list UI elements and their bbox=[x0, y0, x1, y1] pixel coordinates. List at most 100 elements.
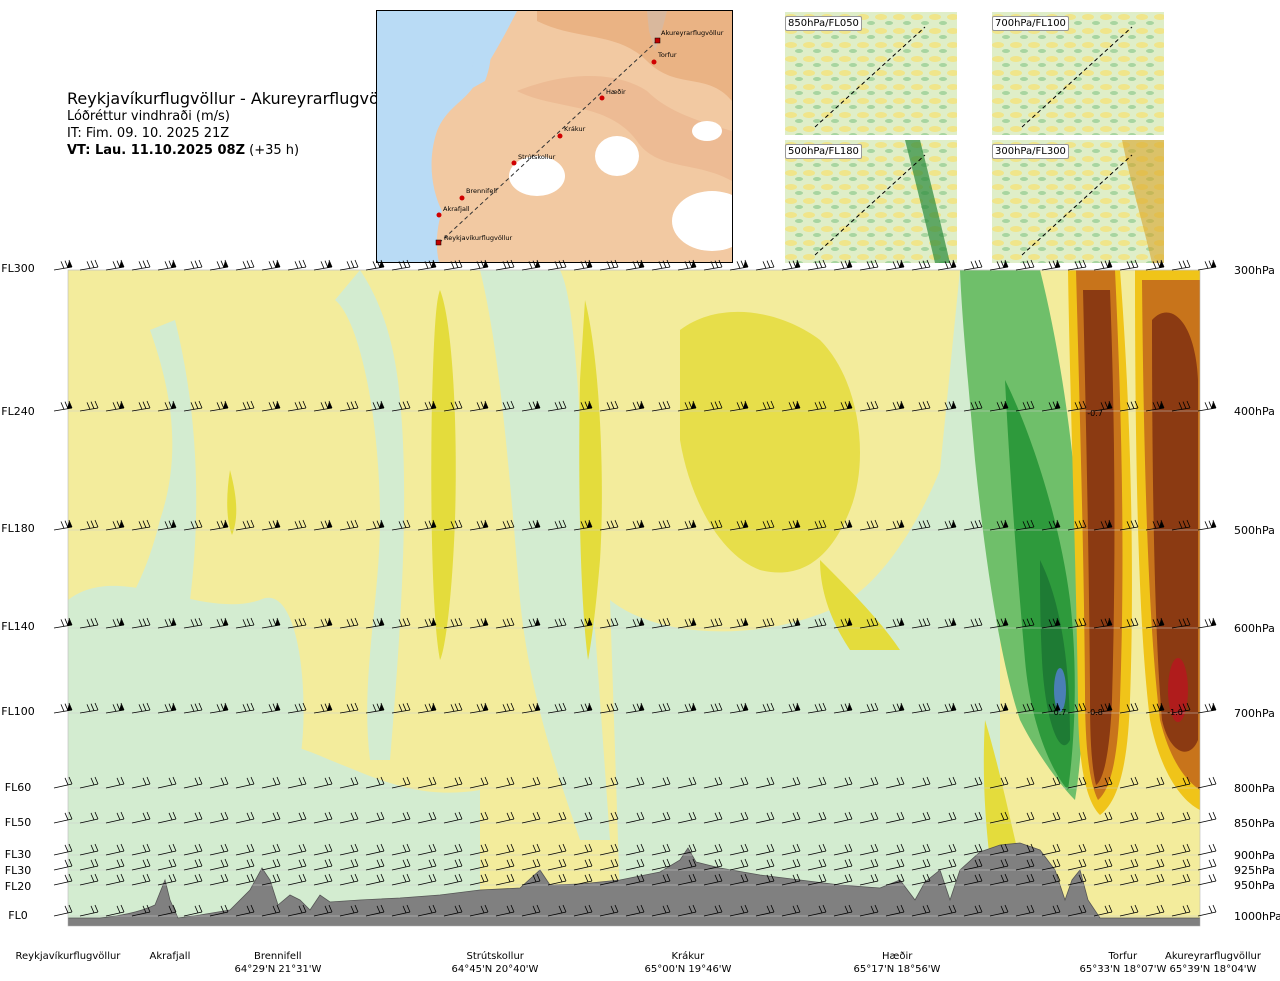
wind-barb bbox=[209, 843, 229, 856]
wind-barb bbox=[521, 811, 541, 824]
wind-barb bbox=[859, 843, 879, 856]
contour-label: -1.0 bbox=[1167, 708, 1183, 717]
wind-barb bbox=[833, 519, 853, 531]
wind-barb bbox=[677, 873, 697, 886]
wind-barb bbox=[183, 617, 203, 629]
wind-barb bbox=[1093, 519, 1113, 531]
level-map-850[interactable]: 850hPa/FL050 bbox=[785, 12, 957, 135]
wind-barb bbox=[1093, 811, 1113, 824]
field-contour bbox=[680, 311, 860, 573]
wind-barb bbox=[625, 843, 645, 856]
wind-barb bbox=[547, 811, 567, 824]
wind-barb bbox=[859, 776, 879, 789]
waypoint-name: Strútskollur bbox=[466, 951, 524, 962]
wind-barb bbox=[417, 617, 437, 629]
pressure-label: 925hPa bbox=[1234, 864, 1275, 877]
wind-barb bbox=[235, 519, 255, 531]
wind-barb bbox=[937, 617, 957, 629]
wind-barb bbox=[703, 858, 723, 871]
wind-barb bbox=[547, 400, 567, 412]
wind-barb bbox=[1119, 519, 1139, 531]
wind-barb bbox=[833, 702, 853, 714]
wind-barb bbox=[391, 617, 411, 629]
wind-barb bbox=[547, 873, 567, 886]
wind-barb bbox=[157, 858, 177, 871]
wind-barb bbox=[651, 776, 671, 789]
wind-barb bbox=[1041, 776, 1061, 789]
wind-barb bbox=[1119, 259, 1139, 271]
wind-barb bbox=[547, 259, 567, 271]
wind-barb bbox=[261, 873, 281, 886]
level-map-700[interactable]: 700hPa/FL100 bbox=[992, 12, 1164, 135]
wind-barb bbox=[235, 873, 255, 886]
wind-barb bbox=[287, 702, 307, 714]
wind-barb bbox=[547, 617, 567, 629]
wind-barb bbox=[495, 519, 515, 531]
waypoint-name: Brennifell bbox=[254, 951, 302, 962]
wind-barb bbox=[469, 617, 489, 629]
pressure-label: 900hPa bbox=[1234, 849, 1275, 862]
wind-barb bbox=[807, 617, 827, 629]
wind-barb bbox=[703, 843, 723, 856]
wind-barb bbox=[183, 702, 203, 714]
map-label-haedir: Hæðir bbox=[606, 88, 626, 96]
wind-barb bbox=[1119, 811, 1139, 824]
wind-barb bbox=[157, 843, 177, 856]
wind-barb bbox=[963, 873, 983, 886]
flight-level-label: FL50 bbox=[4, 816, 32, 829]
map-label-akrafjall: Akrafjall bbox=[443, 205, 470, 213]
wind-barb bbox=[443, 811, 463, 824]
field-contour bbox=[227, 470, 237, 535]
wind-barb bbox=[755, 843, 775, 856]
wind-barb bbox=[105, 702, 125, 714]
wind-barb bbox=[1067, 519, 1087, 531]
wind-barb bbox=[443, 702, 463, 714]
wind-barb bbox=[313, 776, 333, 789]
level-map-500[interactable]: 500hPa/FL180 bbox=[785, 140, 957, 263]
wind-barb bbox=[1015, 702, 1035, 714]
wind-barb bbox=[1093, 843, 1113, 856]
wind-barb bbox=[313, 858, 333, 871]
level-map-300[interactable]: 300hPa/FL300 bbox=[992, 140, 1164, 263]
wind-barb bbox=[599, 519, 619, 531]
wind-barb bbox=[885, 617, 905, 629]
wind-barb bbox=[937, 400, 957, 412]
wind-barb bbox=[651, 858, 671, 871]
wind-barb bbox=[1145, 858, 1165, 871]
wind-barb bbox=[937, 811, 957, 824]
wind-barb bbox=[235, 400, 255, 412]
wind-barb bbox=[859, 873, 879, 886]
wind-barb bbox=[807, 519, 827, 531]
waypoint-coord: 65°33'N 18°07'W bbox=[1079, 964, 1167, 975]
wind-barb bbox=[53, 873, 73, 886]
wind-barb bbox=[885, 702, 905, 714]
pressure-label: 600hPa bbox=[1234, 622, 1275, 635]
wind-barb bbox=[443, 617, 463, 629]
wind-barb bbox=[963, 259, 983, 271]
wind-barb bbox=[807, 400, 827, 412]
flight-level-label: FL0 bbox=[8, 909, 28, 922]
wind-barb bbox=[1067, 858, 1087, 871]
wind-barb bbox=[651, 811, 671, 824]
wind-barb bbox=[651, 259, 671, 271]
wind-barb bbox=[1171, 904, 1191, 917]
wind-barb bbox=[521, 400, 541, 412]
wind-barb bbox=[417, 400, 437, 412]
wind-barb bbox=[833, 259, 853, 271]
wind-barb bbox=[807, 259, 827, 271]
wind-barb bbox=[859, 904, 879, 917]
field-contour bbox=[1168, 658, 1188, 722]
wind-barb bbox=[1067, 843, 1087, 856]
wind-barb bbox=[1041, 858, 1061, 871]
wind-barb bbox=[391, 702, 411, 714]
wind-barb bbox=[495, 811, 515, 824]
wind-barb bbox=[599, 858, 619, 871]
wind-barb bbox=[729, 400, 749, 412]
wind-barb bbox=[287, 904, 307, 917]
wind-barb bbox=[183, 858, 203, 871]
wind-barb bbox=[547, 519, 567, 531]
wind-barb bbox=[547, 843, 567, 856]
pressure-label: 850hPa bbox=[1234, 817, 1275, 830]
wind-barb bbox=[937, 702, 957, 714]
wind-barb bbox=[1197, 702, 1217, 714]
